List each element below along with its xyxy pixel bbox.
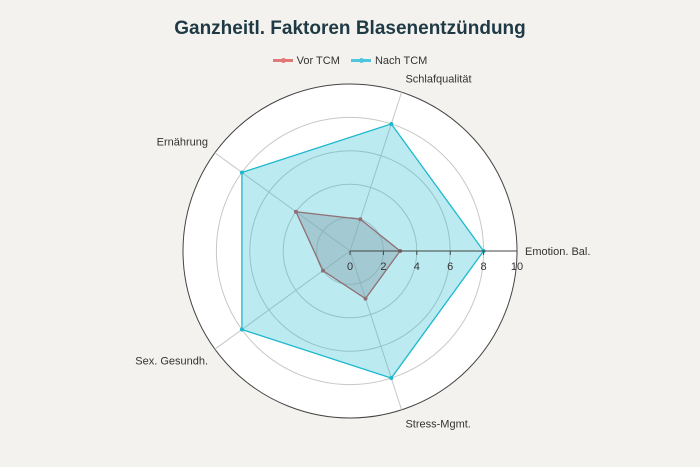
axis-spoke [214,250,351,350]
radial-tick-label: 10 [511,261,523,273]
legend-item-vor-tcm[interactable]: Vor TCM [272,54,340,67]
category-label: Sex. Gesundh. [135,356,208,368]
category-label: Emotion. Bal. [525,246,590,258]
legend-item-nach-tcm[interactable]: Nach TCM [350,54,428,67]
category-label: Stress-Mgmt. [405,419,470,431]
axis-spoke [214,152,351,252]
radial-tick-label: 2 [380,261,386,273]
legend: Vor TCM Nach TCM [0,53,700,67]
category-label: Ernährung [157,136,208,148]
data-point [363,296,368,301]
radial-tick-label: 6 [447,261,453,273]
chart-title: Ganzheitl. Faktoren Blasenentzündung [174,18,526,39]
data-point [239,170,244,175]
data-point [293,209,298,214]
radial-tick-label: 8 [481,261,487,273]
data-point [239,327,244,332]
legend-label: Nach TCM [374,54,428,67]
category-label: Schlafqualität [405,73,471,85]
legend-label: Vor TCM [296,54,340,67]
legend-swatch [272,57,293,63]
axis-spoke [349,92,403,252]
data-point [320,268,325,273]
data-point [389,376,394,381]
data-point [389,121,394,126]
series-area-0 [294,210,401,300]
axis-spoke [349,250,403,410]
data-point [358,217,363,222]
radial-tick-label: 4 [414,261,420,273]
radial-tick-label: 0 [347,261,353,273]
legend-swatch [350,57,371,63]
